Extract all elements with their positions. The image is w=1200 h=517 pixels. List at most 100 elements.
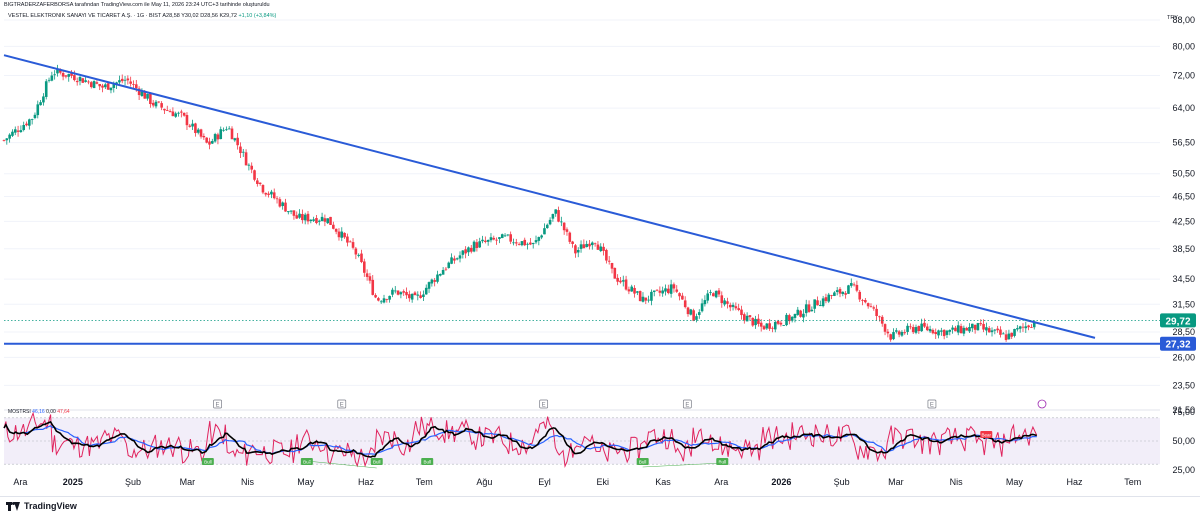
candle-body (25, 123, 28, 126)
candle-body (272, 192, 276, 199)
candle-body (627, 289, 631, 292)
candle-body (469, 247, 473, 252)
candle-body (523, 239, 527, 246)
candle-body (118, 80, 121, 83)
candle-body (771, 327, 774, 329)
candle-body (120, 78, 124, 82)
indicator-value-mid: 0,00 (46, 409, 56, 415)
candle-body (965, 327, 968, 331)
tradingview-logo[interactable]: TradingView (6, 501, 77, 511)
candle-body (270, 191, 273, 195)
candle-body (427, 282, 431, 289)
candle-body (289, 210, 293, 212)
candle-body (1030, 327, 1033, 328)
candle-body (168, 111, 172, 113)
candle-body (44, 81, 48, 97)
candle-body (759, 322, 763, 327)
candle-body (658, 290, 662, 293)
grid-lines (4, 19, 1160, 411)
bear-signal-tag (980, 431, 993, 438)
candle-body (475, 242, 479, 248)
candle-body (785, 314, 788, 326)
candle-body (11, 131, 14, 136)
candle-body (81, 78, 85, 83)
candle-body (208, 141, 211, 145)
candle-body (543, 228, 546, 235)
candle-body (610, 262, 614, 269)
candle-body (8, 134, 11, 139)
brand-name: TradingView (24, 501, 77, 511)
candle-body (574, 245, 577, 254)
time-tick-label: Eki (597, 477, 610, 487)
candle-body (731, 304, 735, 307)
candle-body (498, 237, 501, 239)
candle-body (244, 152, 248, 166)
candle-body (16, 130, 20, 132)
candle-body (712, 293, 715, 297)
candle-body (585, 243, 588, 248)
candle-body (261, 185, 265, 193)
candle-body (560, 221, 563, 223)
candle-body (582, 244, 586, 249)
price-tick-label: 26,00 (1172, 352, 1195, 362)
price-tick-label: 38,50 (1172, 244, 1195, 254)
candle-body (602, 246, 605, 251)
candle-body (788, 315, 791, 322)
candle-body (377, 298, 380, 301)
price-tick-label: 88,00 (1172, 15, 1195, 25)
earnings-marker (213, 399, 222, 409)
candle-body (793, 313, 797, 318)
candle-body (821, 298, 825, 307)
candle-body (28, 119, 31, 126)
candle-body (633, 287, 636, 294)
candle-body (529, 242, 532, 245)
time-tick-label: Şub (834, 477, 850, 487)
time-tick-label: Ara (714, 477, 728, 487)
candle-body (58, 69, 62, 73)
candle-body (641, 296, 645, 302)
time-tick-label: May (1006, 477, 1024, 487)
candle-body (354, 248, 358, 255)
earnings-marker-label: E (216, 403, 220, 409)
symbol-legend: VESTEL ELEKTRONIK SANAYI VE TICARET A.Ş.… (8, 13, 276, 19)
candle-body (149, 93, 152, 105)
candle-body (920, 323, 923, 332)
candle-body (962, 327, 966, 334)
candle-body (683, 300, 687, 308)
candle-body (985, 327, 988, 331)
bull-signal-label: Bull (423, 460, 431, 465)
candle-body (782, 325, 786, 326)
candle-body (734, 306, 738, 309)
candle-body (1004, 334, 1008, 340)
symbol-name: VESTEL ELEKTRONIK SANAYI VE TICARET A.Ş.… (8, 13, 162, 19)
candle-body (869, 306, 873, 308)
trend-lines[interactable] (3, 54, 1160, 345)
candle-body (264, 192, 268, 195)
candle-body (526, 243, 529, 245)
candle-body (667, 288, 670, 293)
candle-body (861, 300, 864, 301)
time-tick-label: Ara (13, 477, 27, 487)
candle-body (84, 80, 87, 82)
candle-body (309, 219, 313, 222)
candle-body (810, 309, 814, 312)
candle-body (748, 315, 752, 318)
candle-body (883, 324, 887, 332)
candle-body (745, 315, 749, 322)
candle-body (914, 327, 918, 333)
candle-body (346, 236, 349, 243)
candles (2, 64, 1036, 342)
candle-body (925, 326, 929, 331)
candle-body (455, 258, 459, 260)
time-tick-label: Mar (180, 477, 196, 487)
candle-body (146, 93, 149, 99)
candle-body (151, 102, 155, 106)
candle-body (796, 309, 800, 315)
price-tick-label: 64,00 (1172, 103, 1195, 113)
candle-body (768, 323, 771, 329)
candle-body (934, 332, 938, 335)
resistance-trendline (3, 54, 1096, 339)
candle-body (596, 244, 600, 250)
tradingview-icon (6, 501, 20, 511)
